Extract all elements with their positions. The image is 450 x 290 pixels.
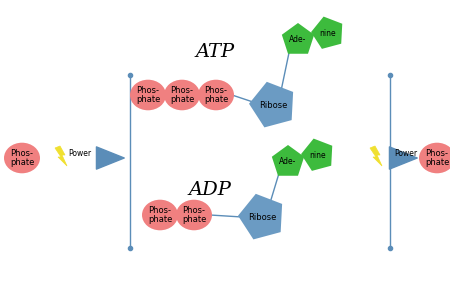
Text: Phos-
phate: Phos- phate	[182, 206, 206, 224]
Text: Power: Power	[394, 150, 417, 159]
Text: Ade-: Ade-	[279, 157, 297, 166]
Text: Phos-
phate: Phos- phate	[148, 206, 172, 224]
Text: Phos-
phate: Phos- phate	[204, 86, 228, 104]
Ellipse shape	[4, 143, 40, 173]
Text: ADP: ADP	[189, 181, 231, 199]
Polygon shape	[301, 139, 332, 171]
Polygon shape	[272, 145, 304, 176]
Text: ATP: ATP	[195, 43, 234, 61]
Text: Ribose: Ribose	[248, 213, 276, 222]
Text: Phos-
phate: Phos- phate	[136, 86, 160, 104]
Ellipse shape	[419, 143, 450, 173]
Text: Phos-
phate: Phos- phate	[425, 149, 449, 167]
Text: Ribose: Ribose	[259, 101, 287, 110]
Text: Ade-: Ade-	[289, 35, 307, 44]
Ellipse shape	[130, 80, 166, 110]
Polygon shape	[238, 194, 282, 240]
Polygon shape	[249, 82, 293, 127]
Ellipse shape	[142, 200, 178, 230]
Text: Phos-
phate: Phos- phate	[170, 86, 194, 104]
Ellipse shape	[176, 200, 212, 230]
Text: Phos-
phate: Phos- phate	[10, 149, 34, 167]
Polygon shape	[311, 17, 342, 49]
Polygon shape	[55, 146, 67, 166]
Polygon shape	[282, 23, 314, 54]
Text: nine: nine	[320, 28, 336, 37]
Polygon shape	[370, 146, 382, 166]
Text: Power: Power	[68, 150, 91, 159]
Ellipse shape	[198, 80, 234, 110]
Ellipse shape	[164, 80, 200, 110]
Text: nine: nine	[310, 151, 326, 160]
